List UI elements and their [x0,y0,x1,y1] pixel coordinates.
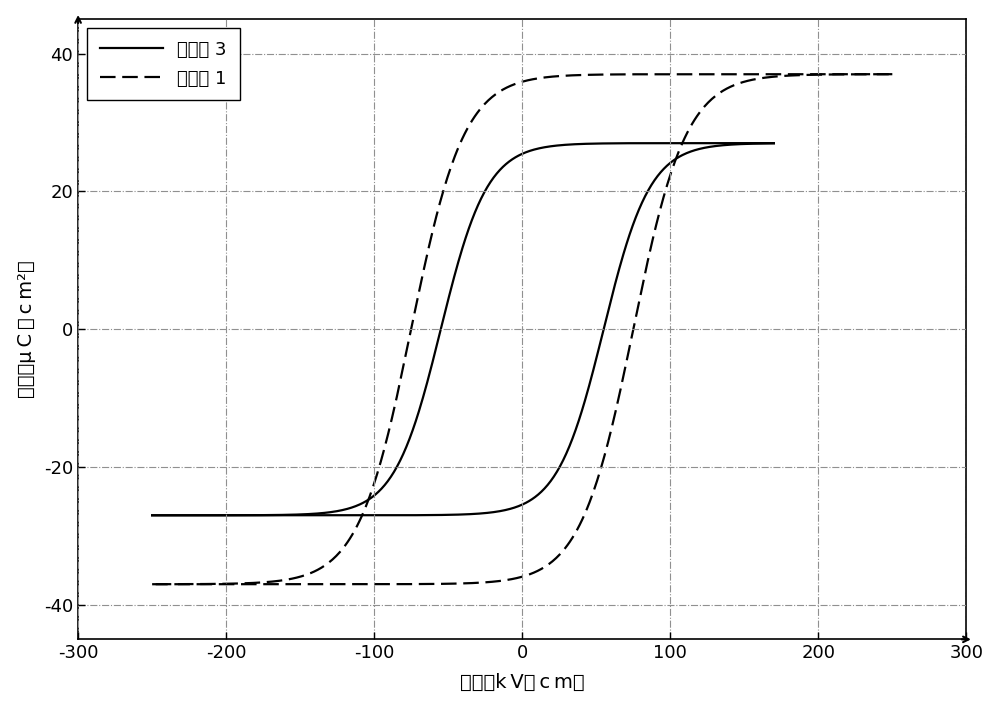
X-axis label: 电场（k V／ c m）: 电场（k V／ c m） [460,674,585,692]
Y-axis label: 极化（μ C ／ c m²）: 极化（μ C ／ c m²） [17,260,36,398]
实施例 3 [561,447,573,455]
实施例 3 [513,502,525,510]
实施例 3 [768,139,780,147]
Line: 比较例 1: 比较例 1 [152,74,892,584]
比较例 1 [146,580,158,588]
实施例 3 [146,511,158,520]
实施例 3 [614,261,626,269]
比较例 1 [886,70,898,79]
比较例 1 [277,580,289,588]
比较例 1 [336,580,348,588]
比较例 1 [481,578,493,586]
实施例 3 [256,511,268,520]
比较例 1 [640,263,652,272]
比较例 1 [582,501,594,510]
Legend: 实施例 3, 比较例 1: 实施例 3, 比较例 1 [87,28,240,100]
比较例 1 [703,97,715,106]
实施例 3 [306,511,318,520]
Line: 实施例 3: 实施例 3 [152,143,774,515]
实施例 3 [427,510,439,519]
